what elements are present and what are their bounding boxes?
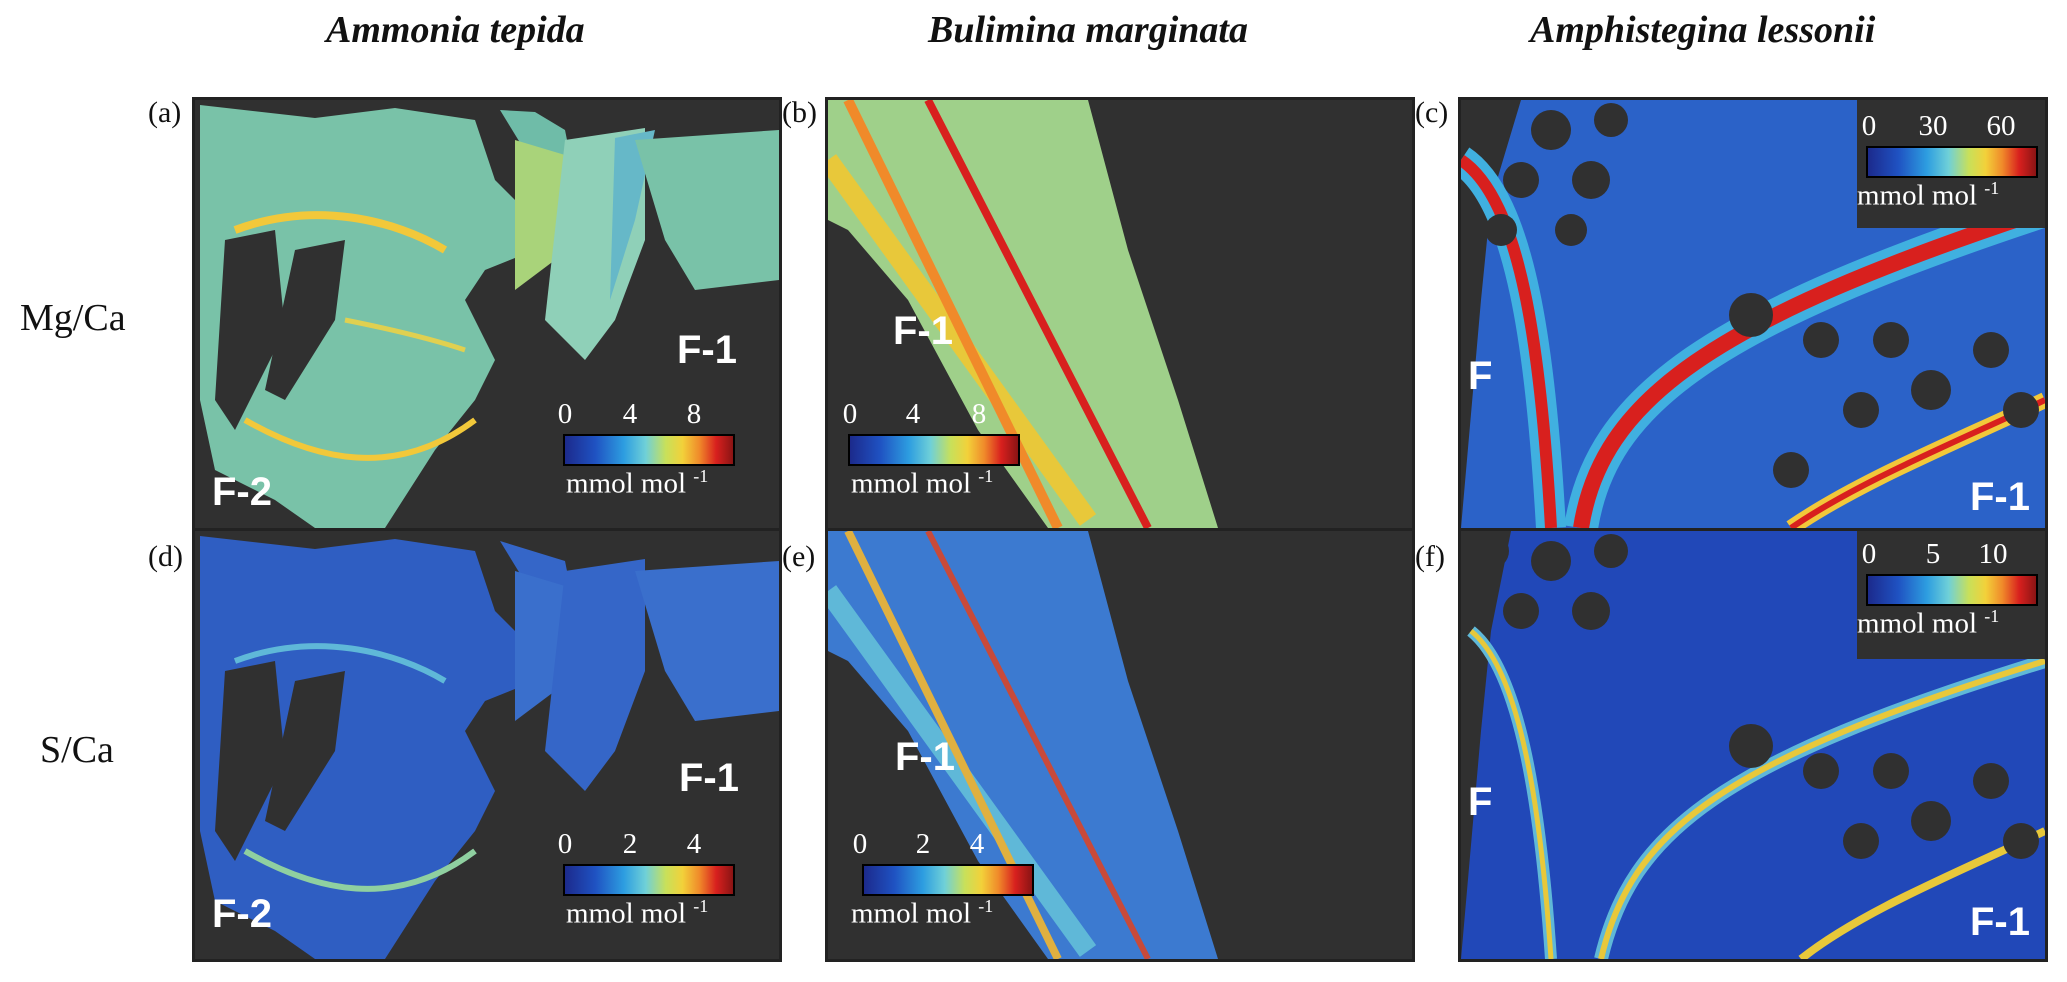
- panel-d-unit: mmol mol -1: [566, 896, 709, 930]
- panel-letter-e: (e): [782, 540, 816, 573]
- panel-b-tick-0: 0: [842, 398, 858, 430]
- panel-a-label-f1: F-1: [677, 328, 737, 372]
- panel-c-label-f: F: [1468, 354, 1493, 398]
- panel-f-tick-0: 0: [1861, 538, 1877, 570]
- panel-a-unit: mmol mol -1: [566, 466, 709, 500]
- panel-a-tick-0: 0: [557, 398, 573, 430]
- panel-letter-b: (b): [782, 96, 817, 129]
- panel-e-unit: mmol mol -1: [851, 896, 994, 930]
- panel-c-colorbar: 0 30 60 mmol mol -1: [1857, 110, 2043, 220]
- row-label-mgca: Mg/Ca: [20, 297, 126, 339]
- row-label-sca: S/Ca: [40, 729, 114, 771]
- panel-b-label-f1: F-1: [893, 309, 953, 353]
- panel-b-map: [825, 97, 1415, 531]
- panel-e-colorbar-gradient: [862, 864, 1034, 896]
- panel-a-colorbar-gradient: [563, 434, 735, 466]
- panel-d-label-f1: F-1: [679, 756, 739, 800]
- panel-c-tick-2: 60: [1986, 110, 2016, 142]
- panel-c-tick-1: 30: [1918, 110, 1948, 142]
- panel-a-tick-1: 4: [622, 398, 638, 430]
- panel-a-label-f2: F-2: [212, 470, 272, 514]
- panel-b-tick-1: 4: [905, 398, 921, 430]
- panel-d-tick-1: 2: [622, 828, 638, 860]
- panel-f-label-f: F: [1468, 780, 1493, 824]
- panel-e-colorbar: 0 2 4 mmol mol -1: [851, 828, 1055, 938]
- panel-e-tick-0: 0: [852, 828, 868, 860]
- panel-b-colorbar-gradient: [848, 434, 1020, 466]
- panel-c-colorbar-gradient: [1866, 146, 2038, 178]
- panel-b-colorbar: 0 4 8 mmol mol -1: [842, 398, 1045, 508]
- panel-c-tick-0: 0: [1861, 110, 1877, 142]
- panel-letter-d: (d): [148, 540, 183, 573]
- panel-letter-c: (c): [1415, 96, 1449, 129]
- panel-f-unit: mmol mol -1: [1857, 606, 2000, 640]
- panel-f-tick-1: 5: [1925, 538, 1941, 570]
- panel-letter-f: (f): [1415, 540, 1445, 573]
- panel-c-label-f1: F-1: [1970, 475, 2030, 519]
- panel-c-unit: mmol mol -1: [1857, 178, 2000, 212]
- panel-a-map: [192, 97, 782, 531]
- panel-f-colorbar-gradient: [1866, 574, 2038, 606]
- panel-d-colorbar-gradient: [563, 864, 735, 896]
- column-title-bulimina: Bulimina marginata: [928, 9, 1248, 51]
- panel-a-colorbar: 0 4 8 mmol mol -1: [557, 398, 760, 508]
- panel-b-unit: mmol mol -1: [851, 466, 994, 500]
- panel-a-tick-2: 8: [686, 398, 702, 430]
- panel-e-label-f1: F-1: [895, 735, 955, 779]
- panel-letter-a: (a): [148, 96, 182, 129]
- panel-d-label-f2: F-2: [212, 892, 272, 936]
- panel-f-label-f1: F-1: [1970, 900, 2030, 944]
- panel-d-tick-0: 0: [557, 828, 573, 860]
- panel-e-tick-1: 2: [915, 828, 931, 860]
- panel-f-tick-2: 10: [1978, 538, 2008, 570]
- panel-d-tick-2: 4: [686, 828, 702, 860]
- column-title-ammonia: Ammonia tepida: [326, 9, 585, 51]
- panel-f-colorbar: 0 5 10 mmol mol -1: [1857, 538, 2043, 648]
- panel-e-tick-2: 4: [969, 828, 985, 860]
- panel-b-tick-2: 8: [971, 398, 987, 430]
- column-title-amphistegina: Amphistegina lessonii: [1530, 9, 1876, 51]
- panel-d-colorbar: 0 2 4 mmol mol -1: [557, 828, 760, 938]
